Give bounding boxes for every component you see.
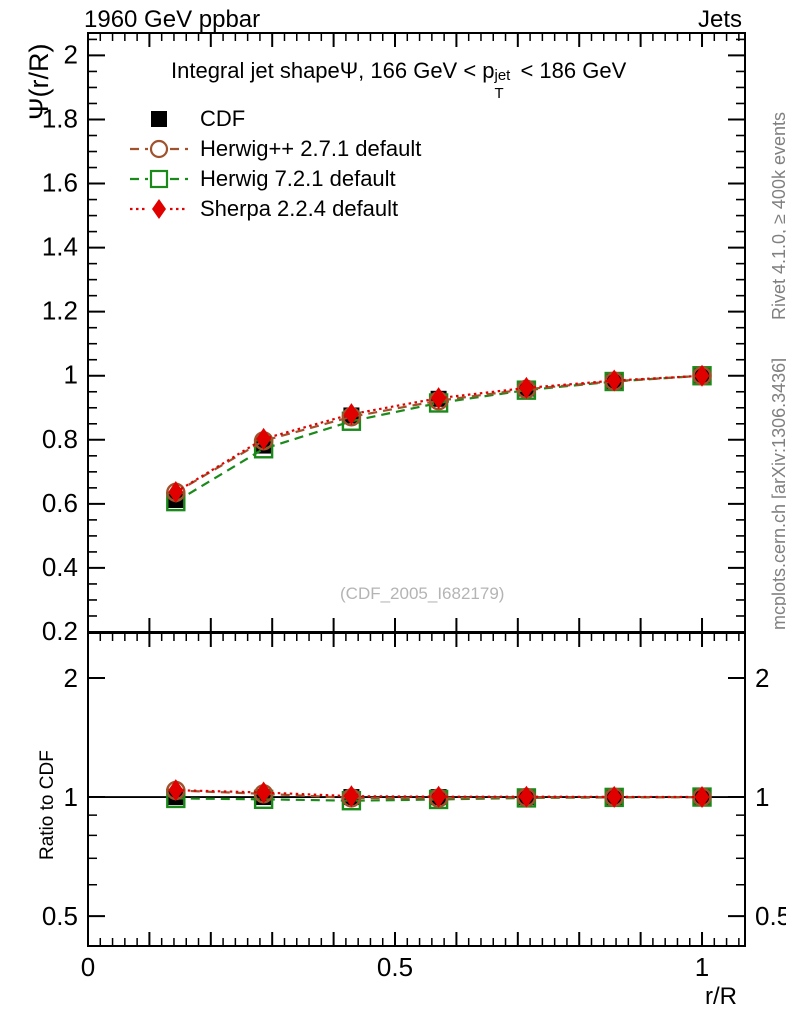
legend-entry[interactable]: Herwig++ 2.7.1 default xyxy=(128,134,421,164)
plot-title-superscript: jet xyxy=(494,66,511,84)
beam-label: 1960 GeV ppbar xyxy=(84,6,261,33)
plot-title-pre: Integral jet shapeΨ, 166 GeV < p xyxy=(171,58,495,83)
main-y-tick-label: 1 xyxy=(64,360,78,390)
main-series-3-marker xyxy=(518,376,534,399)
main-panel-frame xyxy=(87,32,746,633)
legend-label: Herwig 7.2.1 default xyxy=(200,166,396,191)
ratio-series-3-marker xyxy=(168,779,184,802)
ratio-y-tick-label: 2 xyxy=(64,663,78,693)
analysis-category-label: Jets xyxy=(697,6,742,33)
legend-label: CDF xyxy=(200,106,246,131)
main-y-tick-label: 0.2 xyxy=(42,616,78,646)
legend-entry[interactable]: Sherpa 2.2.4 default xyxy=(128,194,421,224)
analysis-id-watermark: (CDF_2005_I682179) xyxy=(340,584,505,603)
ratio-panel-frame xyxy=(87,632,746,947)
main-series-3-marker xyxy=(606,369,622,392)
main-y-tick-label: 1.8 xyxy=(42,103,78,133)
plot-title: Integral jet shapeΨ, 166 GeV < p T jet <… xyxy=(171,58,627,102)
ratio-y-tick-label: 1 xyxy=(64,782,78,812)
legend-marker-square-filled xyxy=(151,111,167,127)
plot-title-subscript: T xyxy=(494,85,504,103)
main-y-tick-label: 0.8 xyxy=(42,424,78,454)
main-y-tick-label: 1.2 xyxy=(42,296,78,326)
plot-title-post: < 186 GeV xyxy=(514,58,627,83)
ratio-series-3-marker xyxy=(256,781,272,804)
ratio-y-tick-label: 0.5 xyxy=(42,901,78,931)
main-series-3-marker xyxy=(343,403,359,426)
x-tick-label: 0.5 xyxy=(377,952,413,982)
main-y-tick-label: 2 xyxy=(64,39,78,69)
legend-label: Sherpa 2.2.4 default xyxy=(200,196,399,221)
legend-marker-circle-open xyxy=(130,139,188,159)
legend-label: Herwig++ 2.7.1 default xyxy=(200,136,422,161)
x-tick-label: 1 xyxy=(695,952,709,982)
x-tick-label: 0 xyxy=(81,952,95,982)
legend-entry[interactable]: Herwig 7.2.1 default xyxy=(128,164,421,194)
ratio-y-tick-label-right: 0.5 xyxy=(755,901,786,931)
main-series-3-marker xyxy=(431,387,447,410)
main-y-tick-label: 1.4 xyxy=(42,232,78,262)
ratio-series-3-marker xyxy=(343,785,359,808)
legend-marker-square-open xyxy=(130,169,188,189)
legend-marker-diamond-filled xyxy=(130,199,188,219)
main-series-3-marker xyxy=(168,481,184,504)
x-axis-title: r/R xyxy=(705,983,737,1010)
main-series-3-marker xyxy=(694,364,710,387)
ratio-series-3-marker xyxy=(431,785,447,808)
main-y-tick-label: 0.4 xyxy=(42,552,78,582)
ratio-y-tick-label-right: 2 xyxy=(755,663,769,693)
ratio-series-3-marker xyxy=(518,785,534,808)
ratio-y-tick-label-right: 1 xyxy=(755,782,769,812)
main-series-3-marker xyxy=(256,427,272,450)
main-y-tick-label: 0.6 xyxy=(42,488,78,518)
legend: CDF Herwig++ 2.7.1 default Herwig 7.2.1 de… xyxy=(128,104,421,224)
ratio-series-3-marker xyxy=(606,785,622,808)
main-y-tick-label: 1.6 xyxy=(42,168,78,198)
ratio-series-3-marker xyxy=(694,786,710,809)
legend-entry[interactable]: CDF xyxy=(128,104,421,134)
